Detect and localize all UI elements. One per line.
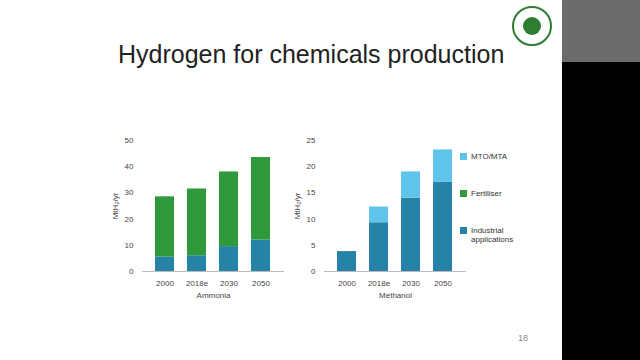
svg-text:Ammonia: Ammonia: [197, 291, 231, 300]
html-text:Fertiliser: Fertiliser: [471, 189, 502, 198]
html-text:Hydrogen for chemicals product: Hydrogen for chemicals production: [118, 40, 505, 68]
html-text:Industrial applications: Industrial applications: [471, 226, 514, 244]
svg-text:40: 40: [125, 162, 134, 171]
svg-text:MtH₂/yr: MtH₂/yr: [293, 192, 302, 219]
svg-text:2050: 2050: [434, 279, 452, 288]
svg-text:30: 30: [125, 188, 134, 197]
svg-text:2000: 2000: [156, 279, 174, 288]
svg-text:2000: 2000: [338, 279, 356, 288]
svg-text:2050: 2050: [252, 279, 270, 288]
svg-text:20: 20: [307, 162, 316, 171]
svg-text:15: 15: [307, 188, 316, 197]
svg-text:0: 0: [311, 267, 316, 276]
svg-text:20: 20: [125, 215, 134, 224]
svg-text:MtH₂/yr: MtH₂/yr: [111, 192, 120, 219]
svg-text:0: 0: [129, 267, 134, 276]
html-text:MTO/MTA: MTO/MTA: [471, 152, 508, 161]
svg-text:2018e: 2018e: [186, 279, 209, 288]
svg-text:2030: 2030: [220, 279, 238, 288]
svg-text:2030: 2030: [402, 279, 420, 288]
html-text:18: 18: [518, 333, 528, 343]
svg-text:5: 5: [311, 241, 316, 250]
svg-text:Methanol: Methanol: [379, 291, 412, 300]
svg-text:10: 10: [307, 215, 316, 224]
svg-text:25: 25: [307, 136, 316, 145]
svg-text:10: 10: [125, 241, 134, 250]
svg-text:50: 50: [125, 136, 134, 145]
svg-text:2018e: 2018e: [368, 279, 391, 288]
